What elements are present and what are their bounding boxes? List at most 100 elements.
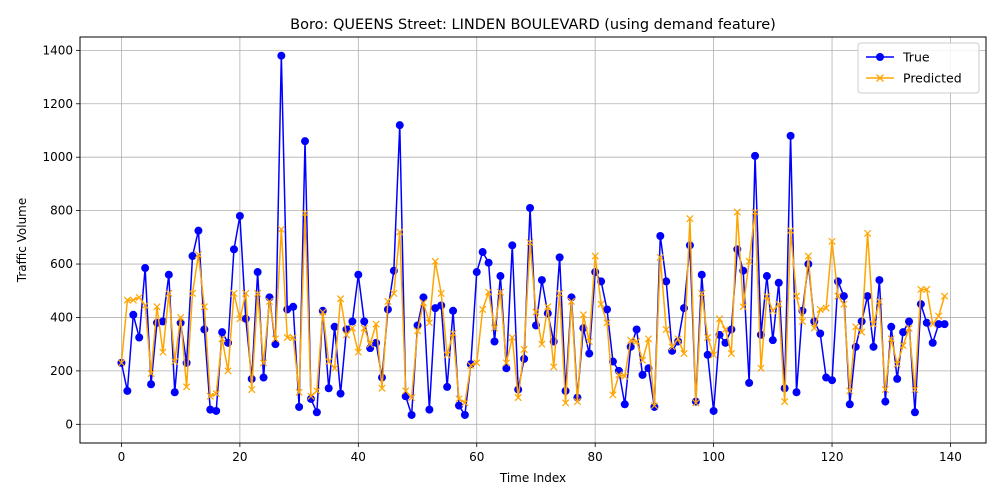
data-point-true [277, 51, 286, 60]
y-tick-label: 400 [50, 310, 73, 324]
data-point-predicted [496, 288, 505, 296]
y-tick-label: 600 [50, 257, 73, 271]
data-point-predicted [153, 303, 161, 311]
data-point-true [348, 317, 357, 326]
data-point-predicted [597, 300, 605, 308]
data-point-true [650, 402, 659, 411]
data-point-predicted [550, 363, 558, 371]
data-point-true [893, 374, 902, 383]
data-point-true [745, 378, 754, 387]
data-point-predicted [733, 208, 741, 216]
data-point-true [466, 360, 475, 369]
data-point-true [916, 300, 925, 309]
data-point-predicted [212, 389, 220, 398]
data-point-predicted [644, 335, 653, 343]
data-point-true [845, 400, 854, 409]
y-tick-label: 800 [50, 204, 73, 218]
data-point-predicted [413, 327, 422, 335]
data-point-predicted [425, 319, 433, 327]
data-point-predicted [390, 289, 398, 298]
data-point-predicted [188, 289, 197, 298]
data-point-true [863, 292, 872, 301]
data-point-predicted [680, 349, 688, 358]
data-point-true [668, 346, 677, 355]
data-point-true [585, 349, 594, 358]
y-axis-label: Traffic Volume [15, 198, 29, 284]
data-point-predicted [248, 385, 256, 394]
data-point-predicted [449, 329, 457, 338]
data-point-true [478, 248, 487, 257]
data-point-predicted [354, 348, 362, 356]
data-point-true [887, 322, 896, 331]
data-point-predicted [467, 361, 475, 370]
data-point-true [265, 293, 274, 302]
data-point-predicted [763, 292, 771, 300]
data-point-predicted [929, 320, 937, 328]
data-point-predicted [236, 315, 244, 323]
data-point-predicted [751, 208, 759, 216]
data-point-predicted [834, 292, 842, 300]
data-point-true [875, 276, 884, 285]
data-point-predicted [514, 393, 522, 402]
x-tick-label: 80 [588, 450, 603, 464]
data-point-true [472, 268, 481, 277]
data-point-predicted [585, 337, 593, 346]
data-point-predicted [940, 292, 949, 300]
data-point-predicted [739, 303, 747, 311]
data-point-true [425, 405, 434, 414]
data-point-predicted [544, 303, 552, 311]
data-point-predicted [852, 323, 860, 331]
data-point-predicted [709, 351, 718, 359]
data-point-true [869, 342, 878, 351]
data-point-predicted [431, 257, 439, 265]
data-point-true [395, 121, 404, 130]
data-point-predicted [443, 351, 451, 359]
data-point-predicted [858, 328, 866, 336]
data-point-true [881, 397, 890, 406]
data-point-true [934, 320, 943, 329]
x-tick-label: 0 [118, 450, 126, 464]
data-point-true [271, 340, 280, 349]
data-point-predicted [935, 312, 943, 320]
data-point-predicted [840, 300, 848, 308]
data-point-predicted [846, 387, 854, 395]
data-point-predicted [313, 387, 321, 395]
data-point-predicted [621, 372, 629, 380]
data-point-predicted [591, 252, 599, 260]
data-point-predicted [526, 239, 534, 247]
data-point-true [768, 336, 777, 345]
data-point-true [899, 328, 908, 337]
data-point-true [905, 317, 914, 326]
data-point-true [259, 373, 268, 382]
data-point-predicted [271, 335, 280, 343]
data-point-predicted [325, 357, 333, 366]
data-point-true [922, 318, 931, 327]
data-point-predicted [822, 304, 830, 312]
data-point-true [662, 277, 671, 286]
x-tick-label: 20 [232, 450, 247, 464]
data-point-true [727, 325, 736, 334]
data-point-predicted [810, 324, 818, 332]
data-point-true [366, 344, 375, 353]
data-point-predicted [698, 289, 706, 298]
data-point-true [751, 151, 760, 160]
data-point-predicted [769, 307, 777, 315]
data-point-predicted [301, 209, 309, 217]
data-point-predicted [727, 349, 735, 358]
data-point-predicted [662, 325, 670, 334]
chart-title: Boro: QUEENS Street: LINDEN BOULEVARD (u… [290, 17, 776, 33]
data-point-predicted [638, 356, 647, 364]
data-point-predicted [804, 252, 812, 260]
y-tick-label: 1200 [42, 97, 73, 111]
data-point-predicted [331, 364, 339, 372]
data-point-predicted [893, 360, 901, 368]
data-point-true [330, 322, 339, 331]
data-point-predicted [283, 333, 291, 342]
data-point-true [158, 317, 167, 326]
data-point-predicted [869, 320, 878, 328]
axes: 0 20 40 60 80 100 120 1400200400600800100012001… [42, 43, 961, 464]
data-point-predicted [455, 395, 463, 403]
data-point-predicted [887, 335, 895, 343]
data-point-predicted [911, 385, 919, 394]
